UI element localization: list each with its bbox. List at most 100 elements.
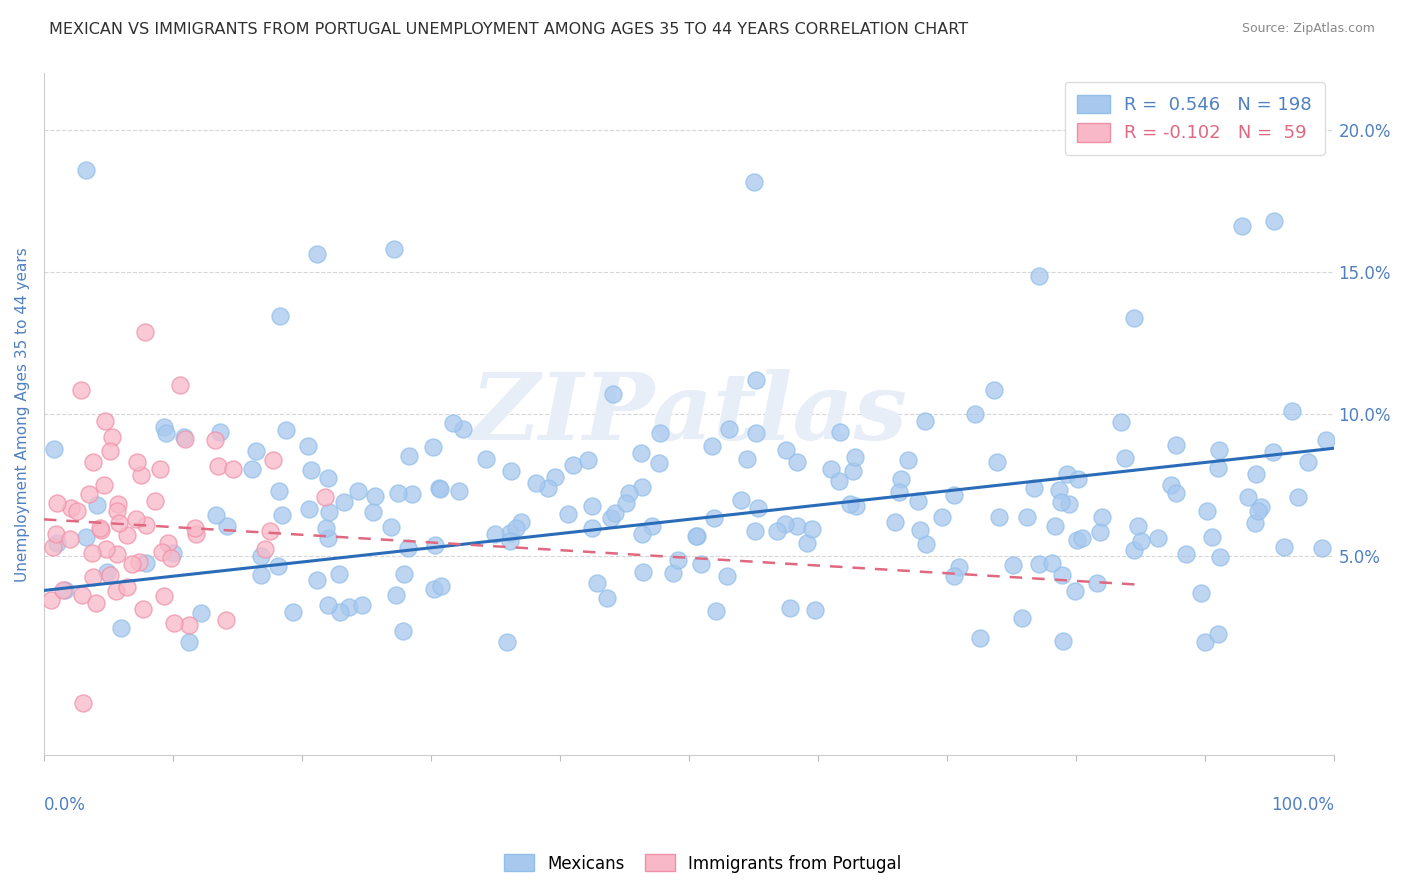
Point [501,464,523,478]
Point [1244,467,1267,482]
Point [299,463,322,477]
Point [318,598,340,612]
Point [1236,490,1258,504]
Point [269,310,291,324]
Point [173,433,195,447]
Point [1056,467,1078,482]
Point [361,505,384,519]
Point [801,522,824,536]
Point [499,533,522,548]
Point [576,452,599,467]
Point [915,537,938,551]
Point [93,478,115,492]
Point [107,497,129,511]
Point [66,504,89,518]
Point [631,565,654,579]
Point [205,508,228,522]
Point [70,588,93,602]
Point [451,422,474,436]
Legend: Mexicans, Immigrants from Portugal: Mexicans, Immigrants from Portugal [498,847,908,880]
Point [603,506,626,520]
Point [1063,583,1085,598]
Point [153,420,176,434]
Point [1128,519,1150,533]
Point [447,483,470,498]
Point [1247,504,1270,518]
Point [1206,627,1229,641]
Point [384,588,406,602]
Point [249,549,271,564]
Point [93,414,115,428]
Point [430,579,453,593]
Point [380,520,402,534]
Point [396,541,419,555]
Point [581,521,603,535]
Point [948,560,970,574]
Point [157,535,180,549]
Point [596,591,619,606]
Point [135,557,157,571]
Point [429,483,451,497]
Point [271,508,294,522]
Point [1022,482,1045,496]
Point [969,631,991,645]
Text: ZIPatlas: ZIPatlas [470,369,907,459]
Point [1201,530,1223,544]
Point [827,474,849,488]
Point [423,537,446,551]
Point [105,547,128,561]
Point [1088,525,1111,540]
Point [72,696,94,710]
Point [1208,550,1230,565]
Point [124,511,146,525]
Point [1011,610,1033,624]
Point [69,383,91,397]
Point [1296,455,1319,469]
Point [121,558,143,572]
Point [350,598,373,612]
Point [943,568,966,582]
Point [315,521,337,535]
Point [702,439,724,453]
Point [747,500,769,515]
Point [75,530,97,544]
Point [169,378,191,392]
Point [804,603,827,617]
Point [914,414,936,428]
Point [1070,531,1092,545]
Point [143,493,166,508]
Point [1208,443,1230,458]
Point [328,567,350,582]
Point [1123,310,1146,325]
Point [943,487,966,501]
Point [1197,504,1219,518]
Point [648,456,671,470]
Point [1174,547,1197,561]
Point [1232,219,1254,233]
Point [907,494,929,508]
Point [77,486,100,500]
Point [773,517,796,532]
Point [129,467,152,482]
Point [844,450,866,464]
Point [240,462,263,476]
Point [82,455,104,469]
Point [101,430,124,444]
Point [742,175,765,189]
Point [337,600,360,615]
Point [685,529,707,543]
Point [602,387,624,401]
Point [222,462,245,476]
Point [204,433,226,447]
Point [1189,586,1212,600]
Point [190,607,212,621]
Point [427,481,450,495]
Point [82,569,104,583]
Point [779,601,801,615]
Point [422,440,444,454]
Point [39,593,62,607]
Point [364,489,387,503]
Point [110,621,132,635]
Point [537,481,560,495]
Point [557,508,579,522]
